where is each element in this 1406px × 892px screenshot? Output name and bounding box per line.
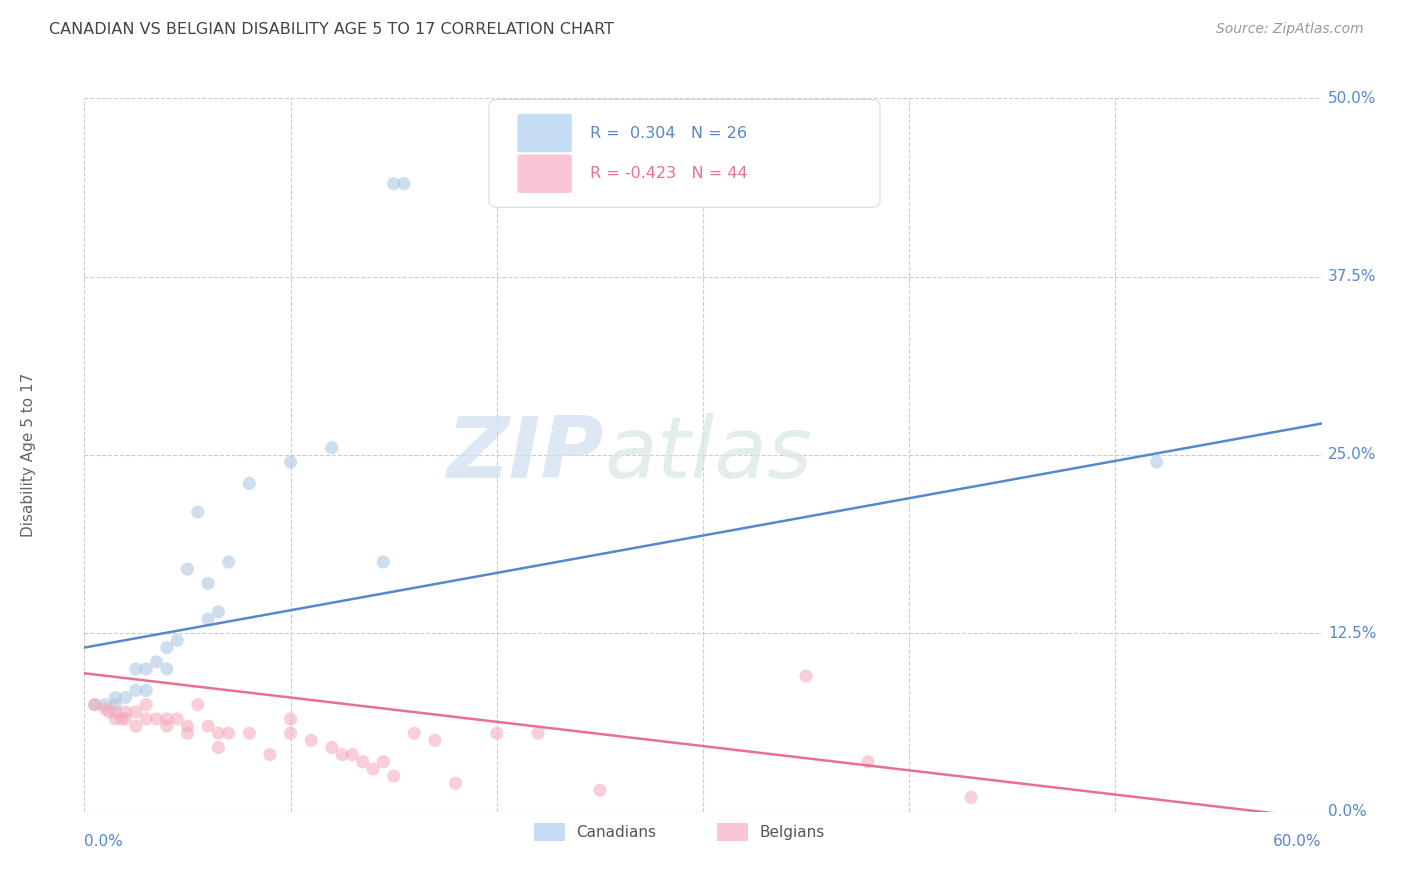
Point	[197, 612, 219, 626]
Point	[104, 705, 127, 719]
Point	[156, 662, 179, 676]
Point	[156, 640, 179, 655]
Text: 12.5%: 12.5%	[1327, 626, 1376, 640]
Point	[135, 712, 157, 726]
Point	[83, 698, 105, 712]
Point	[382, 177, 405, 191]
Point	[104, 690, 127, 705]
Point	[156, 719, 179, 733]
FancyBboxPatch shape	[517, 154, 572, 193]
Point	[404, 726, 426, 740]
Point	[197, 719, 219, 733]
Point	[83, 698, 105, 712]
Point	[135, 698, 157, 712]
Point	[156, 712, 179, 726]
Point	[114, 690, 136, 705]
Point	[197, 576, 219, 591]
Point	[485, 726, 508, 740]
Point	[114, 705, 136, 719]
Text: Belgians: Belgians	[759, 825, 824, 839]
Text: Canadians: Canadians	[576, 825, 657, 839]
Text: ZIP: ZIP	[446, 413, 605, 497]
Point	[259, 747, 281, 762]
Text: 0.0%: 0.0%	[84, 834, 124, 849]
Point	[321, 441, 343, 455]
Point	[125, 719, 148, 733]
Text: R =  0.304   N = 26: R = 0.304 N = 26	[591, 126, 748, 141]
Point	[207, 726, 229, 740]
Point	[352, 755, 374, 769]
Point	[342, 747, 364, 762]
Text: Source: ZipAtlas.com: Source: ZipAtlas.com	[1216, 22, 1364, 37]
Point	[114, 712, 136, 726]
Point	[207, 740, 229, 755]
Text: 37.5%: 37.5%	[1327, 269, 1376, 284]
Text: R = -0.423   N = 44: R = -0.423 N = 44	[591, 166, 748, 181]
Point	[187, 698, 209, 712]
Point	[135, 662, 157, 676]
Point	[187, 505, 209, 519]
Point	[218, 726, 240, 740]
Point	[299, 733, 322, 747]
Text: CANADIAN VS BELGIAN DISABILITY AGE 5 TO 17 CORRELATION CHART: CANADIAN VS BELGIAN DISABILITY AGE 5 TO …	[49, 22, 614, 37]
Point	[207, 605, 229, 619]
Point	[98, 705, 121, 719]
Point	[280, 455, 302, 469]
Point	[135, 683, 157, 698]
Point	[527, 726, 550, 740]
Point	[125, 683, 148, 698]
Point	[218, 555, 240, 569]
Point	[280, 726, 302, 740]
Point	[321, 740, 343, 755]
Point	[589, 783, 612, 797]
Point	[960, 790, 983, 805]
Text: 60.0%: 60.0%	[1274, 834, 1322, 849]
FancyBboxPatch shape	[517, 114, 572, 153]
Point	[382, 769, 405, 783]
Point	[373, 555, 395, 569]
Point	[794, 669, 817, 683]
Text: 50.0%: 50.0%	[1327, 91, 1376, 105]
Point	[176, 719, 198, 733]
Point	[238, 476, 260, 491]
FancyBboxPatch shape	[489, 100, 880, 207]
Point	[392, 177, 415, 191]
Point	[856, 755, 879, 769]
Point	[110, 712, 132, 726]
Point	[176, 562, 198, 576]
Text: 25.0%: 25.0%	[1327, 448, 1376, 462]
Point	[423, 733, 446, 747]
Text: atlas: atlas	[605, 413, 813, 497]
Point	[125, 705, 148, 719]
Point	[280, 712, 302, 726]
Point	[373, 755, 395, 769]
Point	[330, 747, 353, 762]
Point	[125, 662, 148, 676]
Text: Disability Age 5 to 17: Disability Age 5 to 17	[21, 373, 37, 537]
Point	[145, 712, 167, 726]
Point	[104, 712, 127, 726]
Point	[176, 726, 198, 740]
Point	[361, 762, 384, 776]
Point	[166, 633, 188, 648]
Text: 0.0%: 0.0%	[1327, 805, 1367, 819]
Point	[145, 655, 167, 669]
Point	[1146, 455, 1168, 469]
Point	[238, 726, 260, 740]
Point	[94, 702, 117, 716]
Point	[166, 712, 188, 726]
Point	[444, 776, 467, 790]
Point	[94, 698, 117, 712]
Point	[104, 698, 127, 712]
